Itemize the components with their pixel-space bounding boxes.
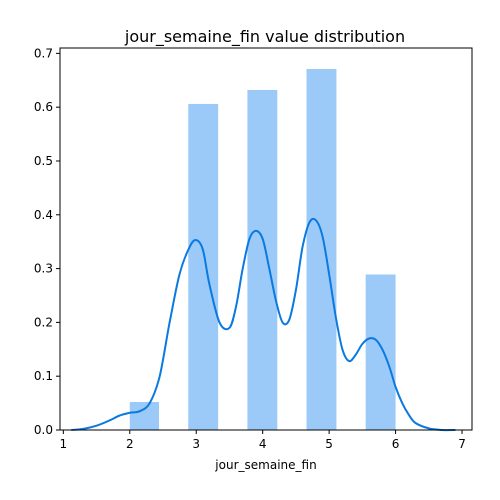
x-tick-label-7: 7 — [458, 437, 466, 451]
y-tick-label-0.5: 0.5 — [34, 154, 53, 168]
histogram-bars — [129, 68, 396, 431]
histogram-bar-0 — [129, 402, 160, 430]
chart-title: jour_semaine_fin value distribution — [124, 27, 405, 47]
y-tick-label-0.3: 0.3 — [34, 262, 53, 276]
x-axis: 1 2 3 4 5 6 7 — [60, 430, 466, 451]
kde-curve-layer — [71, 217, 456, 432]
y-tick-label-0.2: 0.2 — [34, 315, 53, 329]
histogram-bar-4 — [365, 274, 396, 430]
histogram-bar-3 — [306, 68, 337, 431]
y-tick-label-0.6: 0.6 — [34, 100, 53, 114]
y-tick-label-0.0: 0.0 — [34, 423, 53, 437]
x-tick-label-2: 2 — [126, 437, 134, 451]
x-tick-label-6: 6 — [392, 437, 400, 451]
x-tick-label-4: 4 — [259, 437, 267, 451]
kde-curve — [71, 217, 456, 432]
x-tick-label-1: 1 — [60, 437, 68, 451]
x-tick-label-5: 5 — [325, 437, 333, 451]
x-axis-label: jour_semaine_fin — [214, 458, 316, 472]
x-tick-label-3: 3 — [192, 437, 200, 451]
y-tick-label-0.1: 0.1 — [34, 369, 53, 383]
y-axis: 0.0 0.1 0.2 0.3 0.4 0.5 0.6 0.7 — [34, 46, 60, 437]
histogram-bar-2 — [247, 89, 278, 431]
y-tick-label-0.7: 0.7 — [34, 46, 53, 60]
plot-frame — [59, 47, 473, 431]
y-tick-label-0.4: 0.4 — [34, 208, 53, 222]
histogram-bar-1 — [188, 103, 219, 431]
